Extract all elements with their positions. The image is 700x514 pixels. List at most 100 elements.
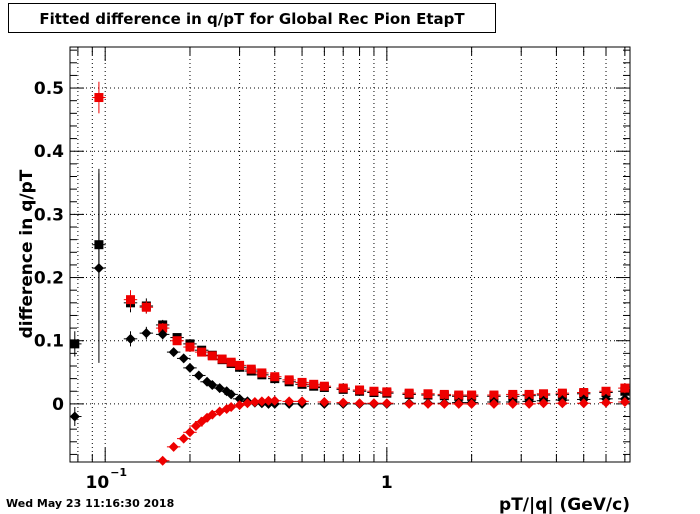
data-point-diamond: [234, 400, 245, 411]
data-point-square: [601, 386, 611, 396]
data-point-square: [246, 364, 256, 374]
data-point-diamond: [601, 397, 612, 408]
data-point-square: [319, 381, 329, 391]
data-point-diamond: [466, 398, 477, 409]
data-point-square: [185, 342, 195, 352]
data-point-square: [467, 390, 477, 400]
data-point-square: [355, 385, 365, 395]
data-point-diamond: [557, 398, 568, 409]
data-point-diamond: [524, 398, 535, 409]
data-point-diamond: [168, 441, 179, 452]
data-point-square: [423, 389, 433, 399]
data-point-square: [158, 323, 168, 333]
data-point-diamond: [453, 398, 464, 409]
data-point-square: [309, 379, 319, 389]
data-point-diamond: [157, 455, 168, 466]
data-point-diamond: [207, 409, 218, 420]
y-tick-label: 0.2: [34, 269, 64, 289]
data-point-square: [257, 368, 267, 378]
data-point-diamond: [184, 362, 195, 373]
x-tick-label: 1: [381, 473, 393, 493]
data-point-diamond: [507, 398, 518, 409]
data-point-diamond: [381, 398, 392, 409]
data-point-diamond: [226, 402, 237, 413]
plot-frame: [69, 46, 631, 463]
data-point-square: [579, 388, 589, 398]
data-point-diamond: [157, 329, 168, 340]
data-point-square: [217, 354, 227, 364]
data-point-diamond: [284, 396, 295, 407]
data-point-square: [94, 93, 104, 103]
data-point-square: [439, 389, 449, 399]
data-point-diamond: [422, 398, 433, 409]
data-point-diamond: [338, 397, 349, 408]
data-point-square: [557, 388, 567, 398]
data-point-square: [284, 375, 294, 385]
data-point-square: [620, 383, 630, 393]
data-point-square: [197, 347, 207, 357]
data-point-diamond: [354, 398, 365, 409]
chart-title-box: Fitted difference in q/pT for Global Rec…: [8, 3, 496, 33]
data-point-square: [404, 388, 414, 398]
data-point-square: [126, 295, 136, 305]
y-tick-label: 0: [52, 395, 64, 415]
data-point-square: [141, 302, 151, 312]
data-point-square: [539, 389, 549, 399]
data-point-square: [524, 389, 534, 399]
timestamp: Wed May 23 11:16:30 2018: [6, 497, 175, 510]
data-point-diamond: [69, 411, 80, 422]
data-point-diamond: [125, 333, 136, 344]
data-point-diamond: [214, 383, 225, 394]
data-point-diamond: [488, 398, 499, 409]
data-point-square: [382, 387, 392, 397]
series-1: [92, 81, 630, 400]
data-point-square: [489, 390, 499, 400]
data-series: [69, 81, 630, 466]
data-point-diamond: [93, 263, 104, 274]
x-axis-label: pT/|q| (GeV/c): [499, 495, 630, 514]
data-point-diamond: [249, 396, 260, 407]
data-point-diamond: [439, 398, 450, 409]
y-tick-label: 0.3: [34, 205, 64, 225]
data-point-diamond: [184, 427, 195, 438]
data-point-square: [508, 389, 518, 399]
data-point-diamond: [242, 398, 253, 409]
data-point-diamond: [619, 396, 630, 407]
data-point-diamond: [297, 396, 308, 407]
x-tick-exponent: −1: [110, 466, 127, 479]
y-axis-label: difference in q/pT: [17, 169, 37, 338]
data-point-square: [70, 339, 80, 349]
data-point-diamond: [178, 353, 189, 364]
series-3: [155, 395, 630, 466]
data-point-diamond: [207, 379, 218, 390]
data-point-square: [338, 383, 348, 393]
data-point-diamond: [256, 396, 267, 407]
data-point-diamond: [190, 420, 201, 431]
data-point-square: [270, 372, 280, 382]
y-tick-label: 0.4: [34, 142, 64, 162]
data-point-diamond: [368, 398, 379, 409]
data-point-diamond: [578, 398, 589, 409]
data-point-square: [297, 377, 307, 387]
data-point-diamond: [319, 396, 330, 407]
data-point-square: [369, 386, 379, 396]
data-point-square: [207, 351, 217, 361]
data-point-diamond: [269, 395, 280, 406]
data-point-diamond: [178, 433, 189, 444]
y-tick-label: 0.1: [34, 332, 64, 352]
x-tick-label: 10: [86, 473, 110, 493]
data-point-diamond: [404, 398, 415, 409]
data-point-diamond: [226, 389, 237, 400]
data-point-diamond: [538, 398, 549, 409]
data-point-square: [226, 357, 236, 367]
data-point-diamond: [141, 328, 152, 339]
data-point-diamond: [193, 370, 204, 381]
grid: [70, 47, 630, 462]
data-point-diamond: [168, 347, 179, 358]
data-point-square: [235, 360, 245, 370]
chart-title: Fitted difference in q/pT for Global Rec…: [39, 10, 465, 28]
data-point-square: [454, 390, 464, 400]
y-tick-label: 0.5: [34, 79, 64, 99]
